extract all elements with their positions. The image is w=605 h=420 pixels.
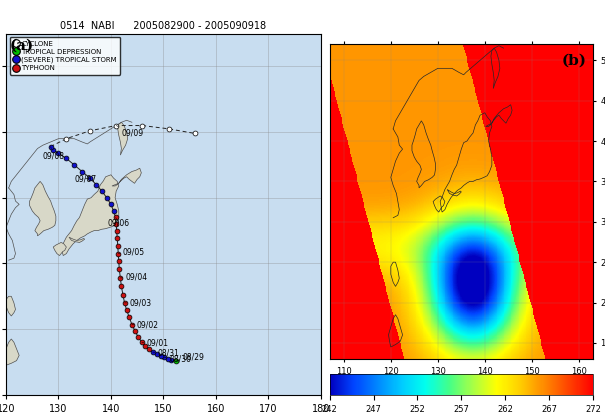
Polygon shape bbox=[30, 181, 56, 236]
Polygon shape bbox=[69, 237, 85, 242]
Text: 08/31: 08/31 bbox=[153, 349, 180, 357]
Text: (b): (b) bbox=[561, 53, 586, 68]
Text: 09/04: 09/04 bbox=[120, 273, 147, 282]
Legend: CYCLONE, TROPICAL DEPRESSION, (SEVERE) TROPICAL STORM, TYPHOON: CYCLONE, TROPICAL DEPRESSION, (SEVERE) T… bbox=[10, 37, 120, 75]
Polygon shape bbox=[4, 339, 19, 365]
Polygon shape bbox=[61, 175, 119, 256]
Text: 09/06: 09/06 bbox=[108, 218, 130, 227]
Polygon shape bbox=[53, 242, 67, 256]
Polygon shape bbox=[6, 296, 16, 316]
Text: 08/29: 08/29 bbox=[177, 352, 204, 361]
Polygon shape bbox=[118, 122, 128, 155]
Title: 0514  NABI      2005082900 - 2005090918: 0514 NABI 2005082900 - 2005090918 bbox=[60, 21, 266, 32]
Text: 09/03: 09/03 bbox=[125, 299, 151, 307]
Text: 08/30: 08/30 bbox=[165, 355, 191, 364]
Text: 09/09: 09/09 bbox=[116, 126, 143, 137]
Text: (a): (a) bbox=[9, 39, 33, 53]
Polygon shape bbox=[112, 168, 142, 186]
Text: 09/08: 09/08 bbox=[43, 147, 65, 160]
Polygon shape bbox=[11, 398, 40, 418]
Text: 09/07: 09/07 bbox=[74, 174, 96, 184]
Text: 09/02: 09/02 bbox=[132, 320, 159, 329]
Text: 09/05: 09/05 bbox=[118, 248, 145, 257]
Text: 09/01: 09/01 bbox=[142, 339, 169, 347]
